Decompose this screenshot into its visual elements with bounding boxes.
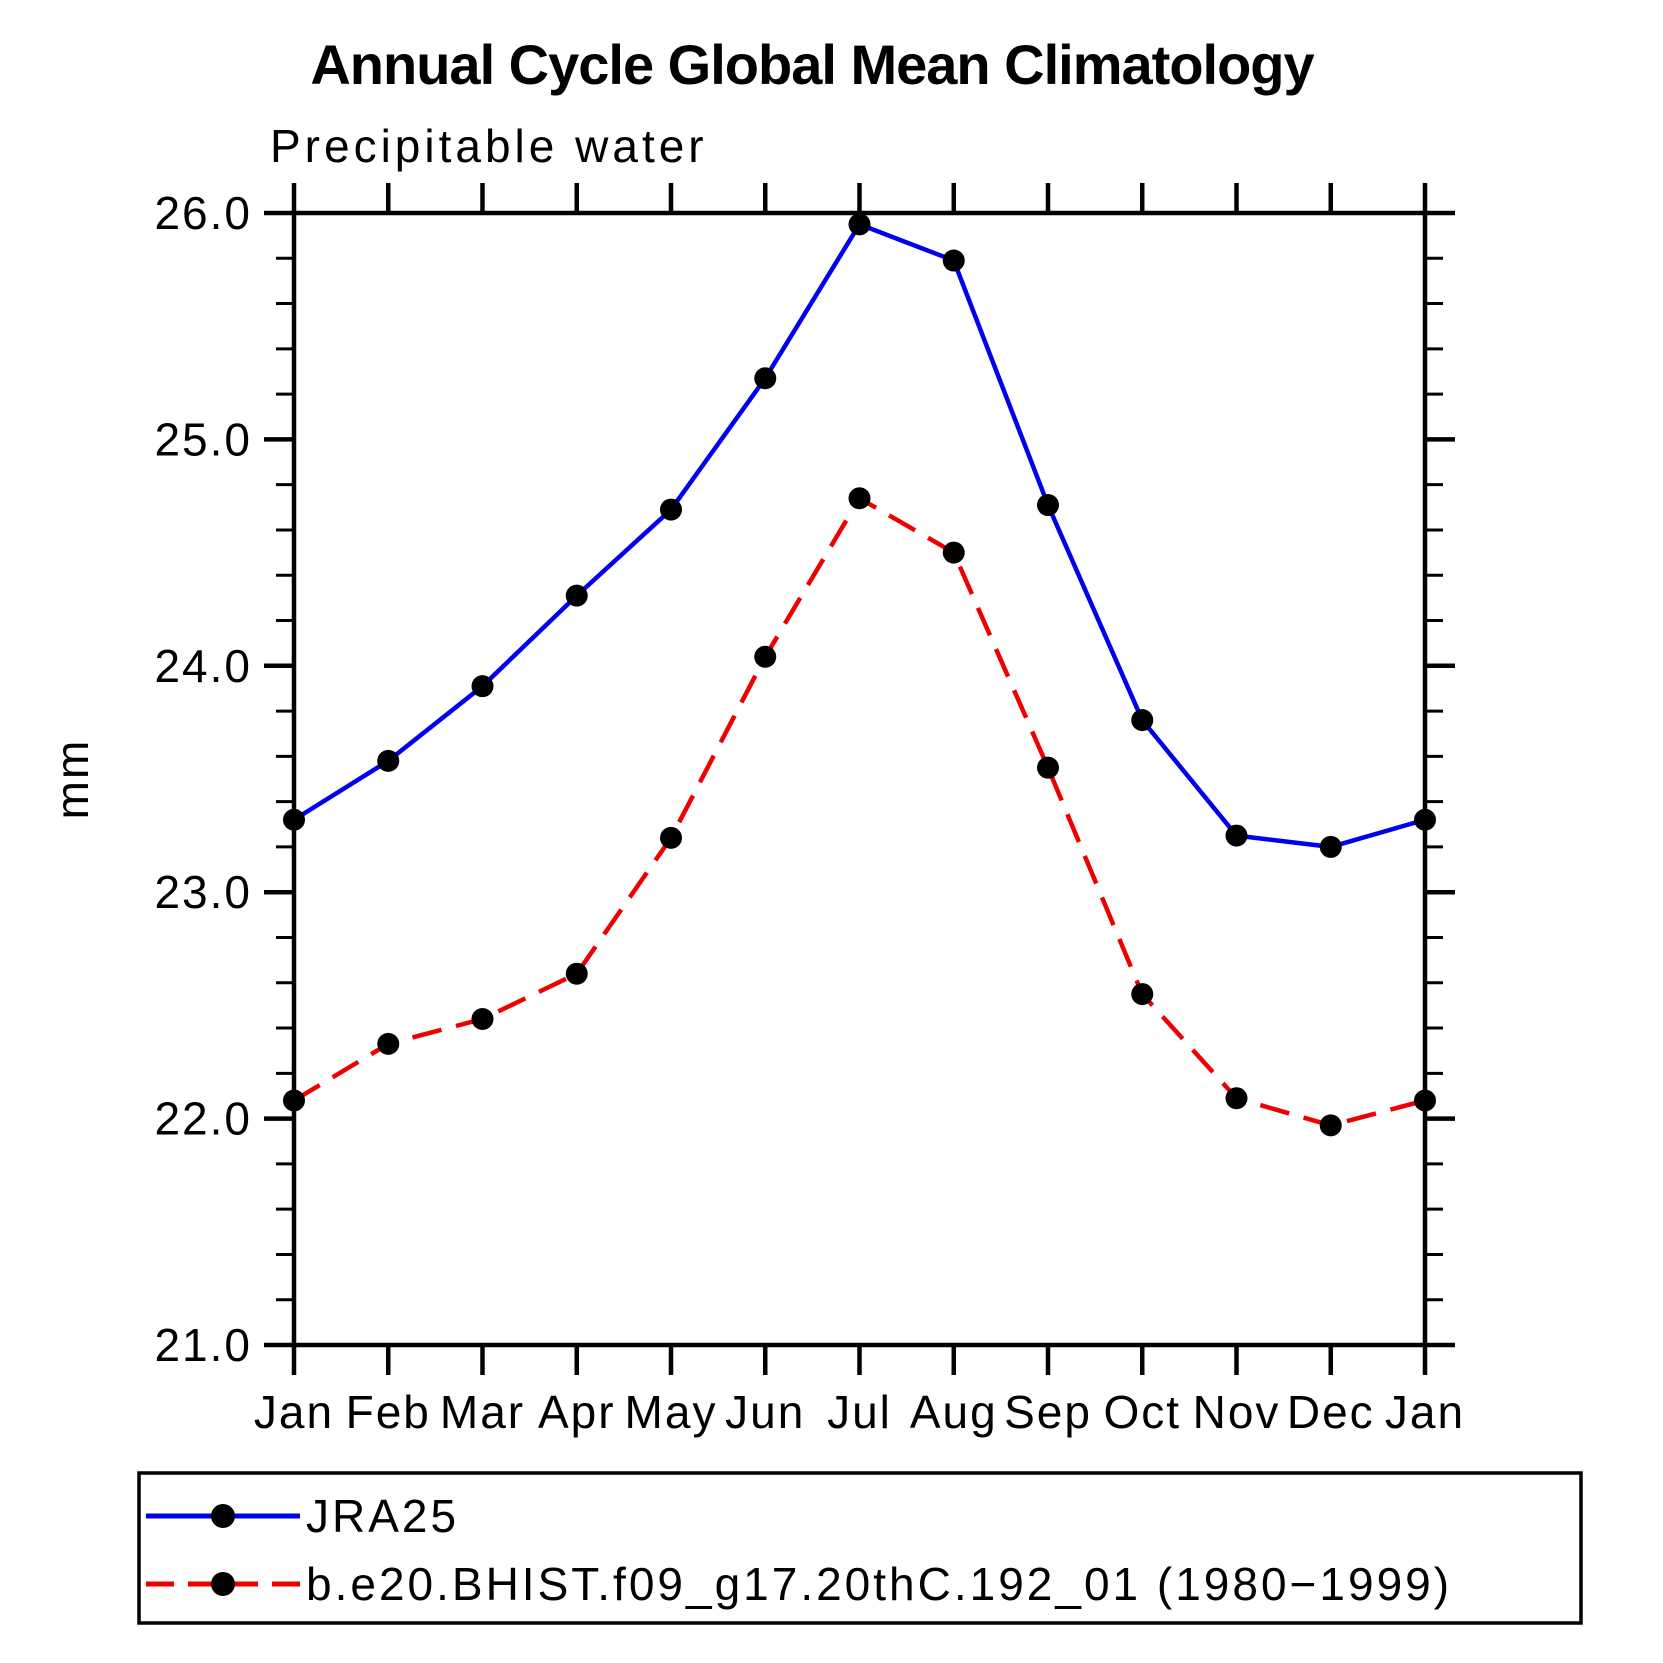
chart-subtitle: Precipitable water (270, 120, 708, 172)
y-axis-title: mm (46, 739, 98, 820)
data-point-marker (1414, 808, 1436, 831)
x-tick-label: Jun (725, 1386, 805, 1438)
data-point-marker (283, 808, 305, 831)
y-tick-label: 26.0 (154, 187, 252, 239)
x-tick-label: Apr (538, 1386, 616, 1438)
data-point-marker (471, 675, 494, 698)
y-tick-label: 24.0 (154, 640, 252, 692)
legend-sample-marker (211, 1572, 235, 1596)
data-point-marker (1225, 824, 1248, 847)
series-line-jra25 (292, 221, 1426, 850)
data-point-marker (754, 367, 777, 390)
data-point-marker (1131, 709, 1154, 732)
x-tick-label: Nov (1193, 1386, 1281, 1438)
legend-label: JRA25 (306, 1490, 459, 1542)
data-point-marker (848, 213, 871, 236)
data-point-marker (1131, 983, 1154, 1006)
legend-label: b.e20.BHIST.f09_g17.20thC.192_01 (1980−1… (306, 1558, 1452, 1610)
chart-title: Annual Cycle Global Mean Climatology (310, 33, 1314, 96)
x-tick-label: Mar (440, 1386, 525, 1438)
axes-layer: Jan Feb Mar Apr May Jun Jul Aug Sep Oct Nov Dec Jan2… (154, 183, 1465, 1438)
x-tick-label: Feb (346, 1386, 431, 1438)
x-tick-label: Jan (1385, 1386, 1465, 1438)
series-line-model (292, 495, 1426, 1128)
data-point-marker (848, 487, 871, 510)
legend-sample-marker (211, 1504, 235, 1528)
x-tick-label: Sep (1004, 1386, 1092, 1438)
x-tick-label: Jul (827, 1386, 892, 1438)
data-point-marker (660, 498, 682, 521)
data-point-marker (660, 826, 682, 849)
data-point-marker (942, 541, 965, 564)
y-tick-label: 23.0 (154, 866, 252, 918)
x-tick-label: Jan (254, 1386, 334, 1438)
x-tick-label: Dec (1287, 1386, 1375, 1438)
legend-box (137, 1471, 1583, 1625)
data-point-marker (1037, 756, 1059, 779)
series-layer (283, 213, 1436, 1137)
x-tick-label: Aug (910, 1386, 998, 1438)
data-point-marker (1319, 1114, 1342, 1137)
y-tick-label: 21.0 (154, 1319, 252, 1371)
data-point-marker (377, 749, 400, 772)
data-point-marker (1319, 835, 1342, 858)
data-point-marker (942, 249, 965, 272)
data-point-marker (565, 584, 588, 607)
data-point-marker (1414, 1089, 1436, 1112)
data-point-marker (565, 962, 588, 985)
legend: JRA25 b.e20.BHIST.f09_g17.20thC.192_01 (1… (137, 1471, 1583, 1625)
x-tick-label: May (625, 1386, 718, 1438)
data-point-marker (471, 1007, 494, 1030)
data-point-marker (283, 1089, 305, 1112)
x-tick-label: Oct (1103, 1386, 1181, 1438)
data-point-marker (754, 645, 777, 668)
data-point-marker (1037, 494, 1059, 517)
y-tick-label: 22.0 (154, 1093, 252, 1145)
plot-frame (291, 210, 1428, 1348)
y-tick-label: 25.0 (154, 413, 252, 465)
data-point-marker (377, 1032, 400, 1055)
data-point-marker (1225, 1087, 1248, 1110)
